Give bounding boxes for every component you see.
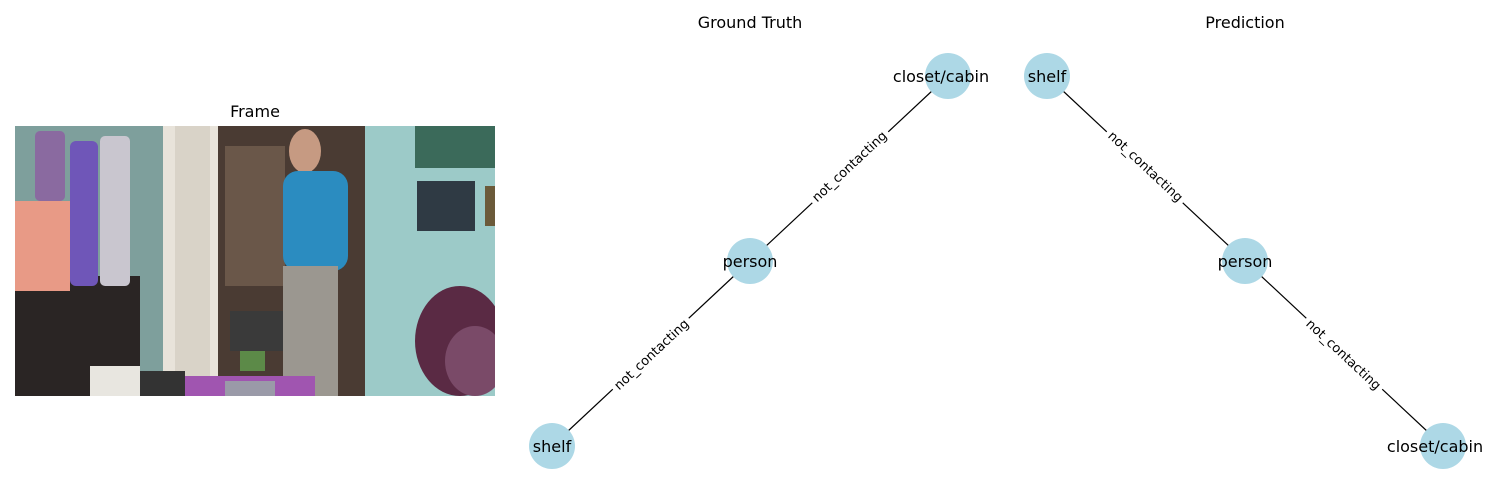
pred-node-closet-cabin: closet/cabin [1387, 423, 1483, 469]
frame-title: Frame [230, 102, 280, 121]
gt-edge-label-1: not_contacting [810, 129, 891, 206]
gt-node-closet-cabin: closet/cabin [893, 53, 989, 99]
gt-node-label-closet: closet/cabin [893, 67, 989, 86]
pred-edge-label-2: not_contacting [1303, 317, 1384, 394]
pred-edge-person-closet: not_contacting [1244, 260, 1444, 447]
video-frame [15, 126, 495, 396]
pred-node-shelf: shelf [1024, 53, 1070, 99]
gt-node-label-person: person [723, 252, 778, 271]
pred-node-label-closet: closet/cabin [1387, 437, 1483, 456]
frame-image [15, 126, 495, 396]
gt-node-shelf: shelf [529, 423, 575, 469]
pred-node-label-person: person [1218, 252, 1273, 271]
pred-node-label-shelf: shelf [1028, 67, 1067, 86]
gt-node-label-shelf: shelf [533, 437, 572, 456]
pred-edge-label-1: not_contacting [1105, 129, 1186, 206]
pred-edge-person-shelf: not_contacting [1046, 75, 1246, 262]
gt-edge-label-2: not_contacting [612, 317, 693, 394]
pred-node-person: person [1218, 238, 1273, 284]
gt-edge-person-shelf: not_contacting [551, 260, 751, 447]
gt-node-person: person [723, 238, 778, 284]
ground-truth-title: Ground Truth [697, 13, 803, 32]
prediction-title: Prediction [1205, 13, 1285, 32]
gt-edge-person-closet: not_contacting [749, 75, 949, 262]
